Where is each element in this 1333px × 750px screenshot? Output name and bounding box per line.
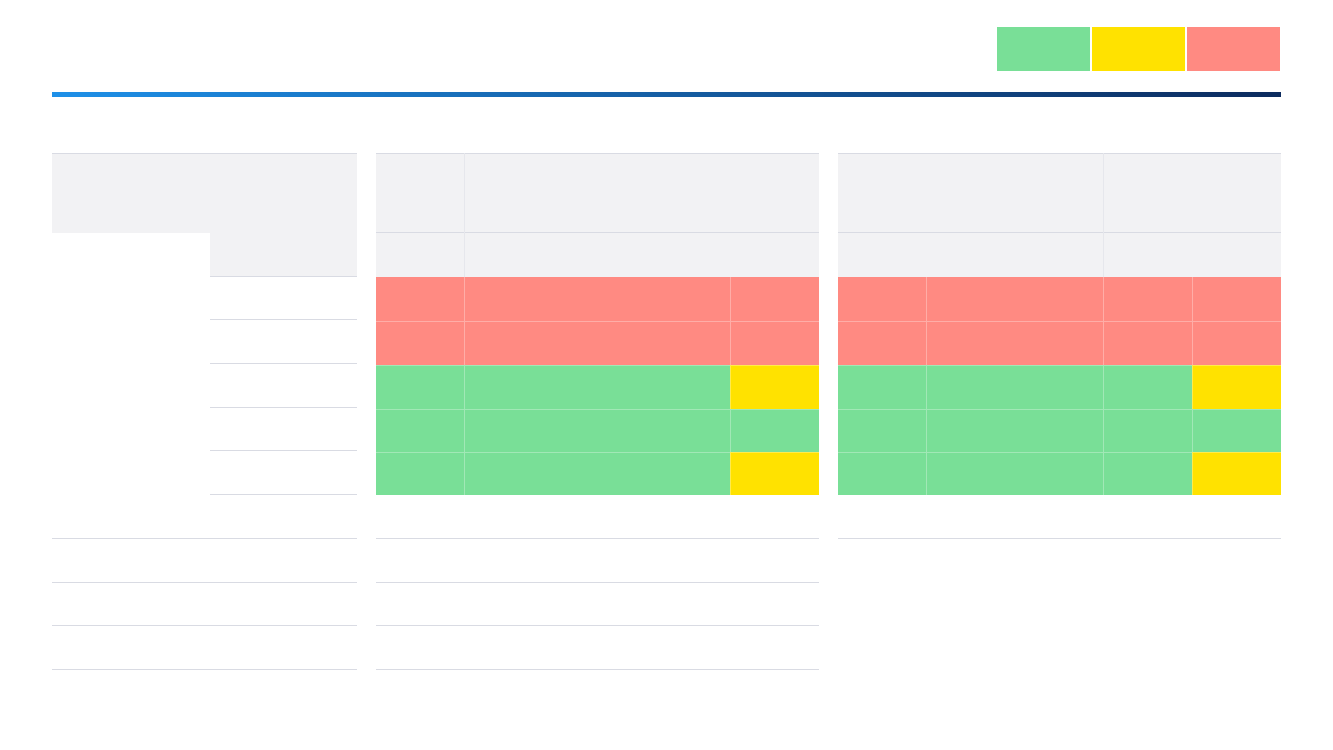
middle-table-cell-green	[464, 365, 730, 409]
right-table-cell-red	[838, 321, 926, 365]
right-table-cell-green	[838, 365, 926, 409]
right-table-cell-green	[1103, 409, 1192, 452]
right-table-cell-yellow	[1192, 365, 1281, 409]
right-table-cell-green	[838, 452, 926, 495]
middle-table-cell-green	[464, 452, 730, 495]
middle-table-cell-red	[464, 277, 730, 321]
right-table-cell-green	[838, 409, 926, 452]
middle-table-header	[376, 153, 819, 277]
left-table	[52, 153, 357, 673]
right-table-cell-red	[1192, 277, 1281, 321]
middle-table-cell-yellow	[730, 452, 819, 495]
left-table-rule	[210, 494, 357, 495]
left-table-header	[52, 153, 357, 233]
middle-table-cell-green	[376, 365, 464, 409]
left-table-rule	[210, 319, 357, 320]
middle-table-rule	[376, 582, 819, 583]
middle-table-header-col-sep	[464, 153, 465, 277]
right-table-cell-red	[1103, 277, 1192, 321]
right-table-header-rule	[838, 232, 1281, 233]
middle-table-cell-green	[464, 409, 730, 452]
left-table-rule	[52, 582, 357, 583]
legend-swatch-green	[997, 27, 1090, 71]
right-table-cell-yellow	[1192, 452, 1281, 495]
right-table-cell-red	[1103, 321, 1192, 365]
left-table-rule	[52, 669, 357, 670]
left-table-rule	[210, 276, 357, 277]
left-table-rule	[210, 407, 357, 408]
middle-table-cell-red	[730, 321, 819, 365]
middle-table-cell-yellow	[730, 365, 819, 409]
middle-table-cell-red	[376, 321, 464, 365]
right-table-header-col-sep	[1103, 153, 1104, 277]
middle-table-cell-green	[730, 409, 819, 452]
middle-table-cell-green	[376, 452, 464, 495]
legend-swatch-yellow	[1092, 27, 1185, 71]
right-table-header	[838, 153, 1281, 277]
right-table-cell-red	[926, 277, 1103, 321]
middle-table-status-grid	[376, 277, 819, 495]
middle-table-header-rule	[376, 232, 819, 233]
legend-swatch-red	[1187, 27, 1280, 71]
middle-table-cell-red	[376, 277, 464, 321]
right-table-cell-green	[1192, 409, 1281, 452]
right-table-status-grid	[838, 277, 1281, 495]
middle-table-cell-red	[464, 321, 730, 365]
left-table-rule	[52, 625, 357, 626]
middle-table-rule	[376, 538, 819, 539]
right-table-cell-green	[926, 409, 1103, 452]
right-table-cell-green	[926, 452, 1103, 495]
middle-table-cell-green	[376, 409, 464, 452]
middle-table-header-top-rule	[376, 153, 819, 154]
right-table-cell-green	[926, 365, 1103, 409]
right-table-cell-red	[838, 277, 926, 321]
left-table-rule	[210, 450, 357, 451]
right-table-cell-red	[1192, 321, 1281, 365]
header-divider-bar	[52, 92, 1281, 97]
middle-table-rule	[376, 625, 819, 626]
right-table-header-top-rule	[838, 153, 1281, 154]
right-table-cell-red	[926, 321, 1103, 365]
middle-table-rule	[376, 669, 819, 670]
left-table-subheader	[210, 233, 357, 277]
middle-table	[376, 153, 819, 673]
right-table-rule	[838, 538, 1281, 539]
right-table	[838, 153, 1281, 553]
right-table-cell-green	[1103, 365, 1192, 409]
left-table-rule	[52, 538, 357, 539]
left-table-header-top-rule	[52, 153, 357, 154]
left-table-rule	[210, 363, 357, 364]
middle-table-cell-red	[730, 277, 819, 321]
right-table-cell-green	[1103, 452, 1192, 495]
